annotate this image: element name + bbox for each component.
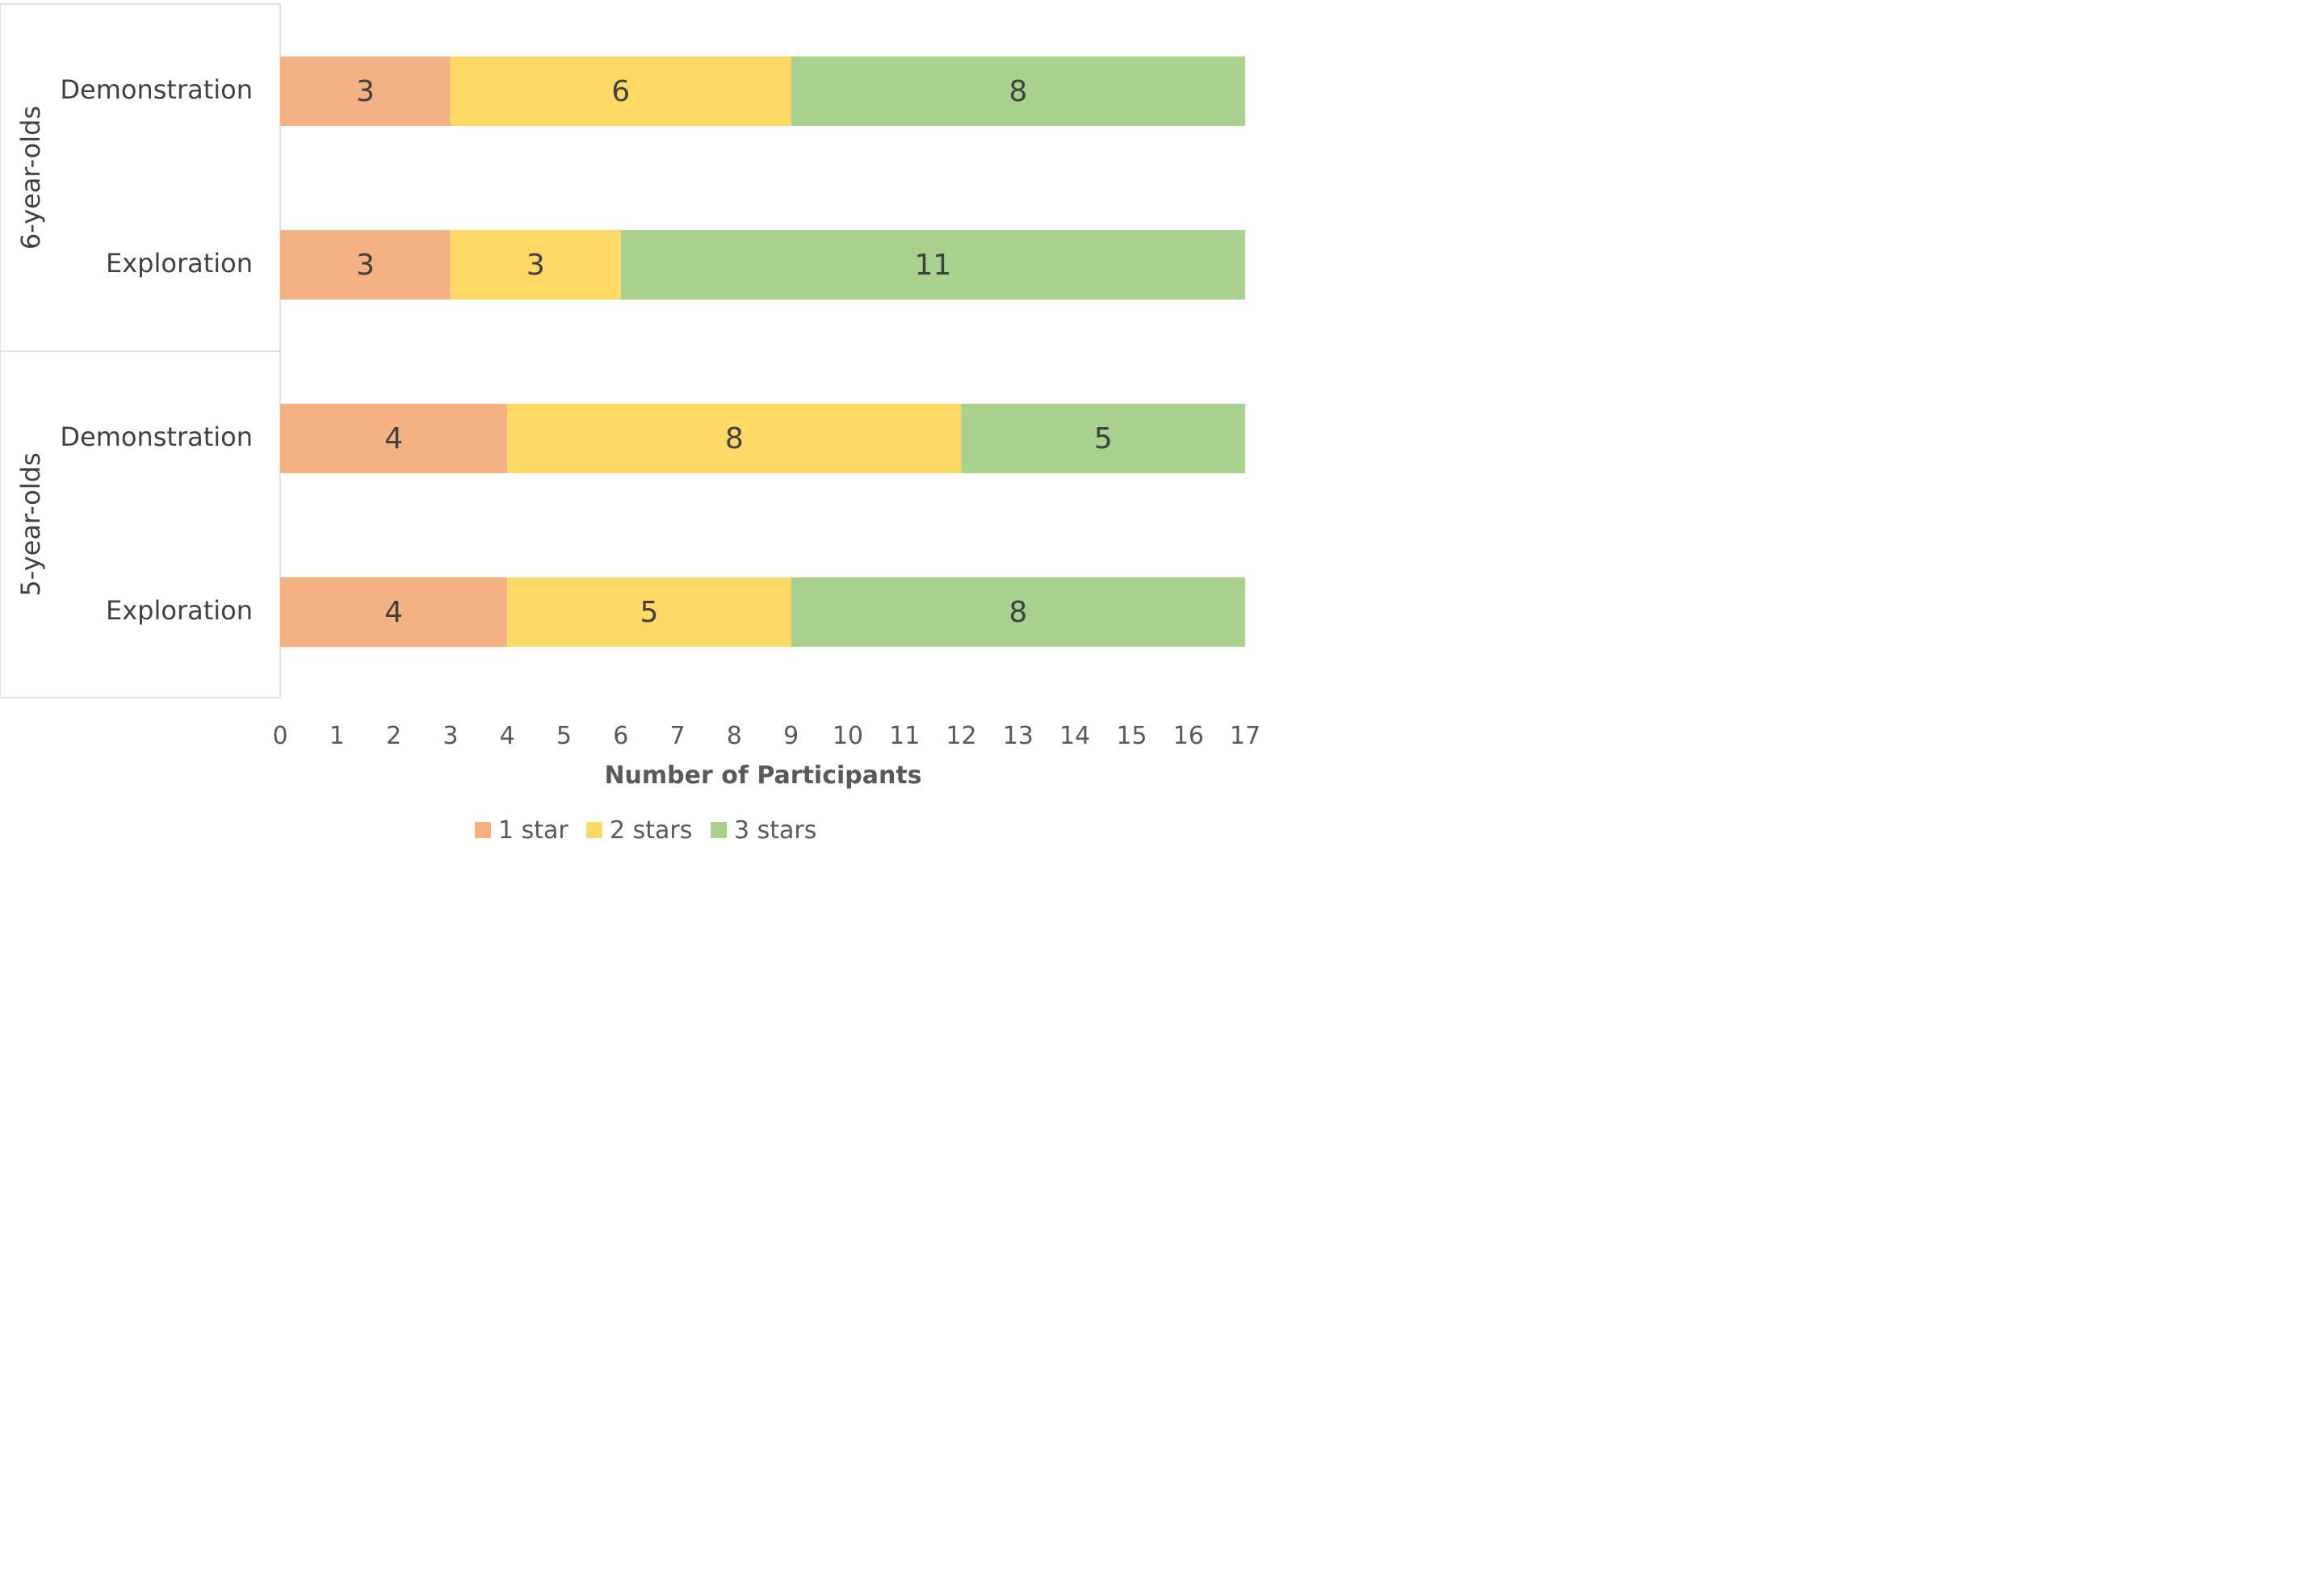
bar-segment bbox=[507, 577, 791, 647]
legend-swatch bbox=[711, 822, 727, 838]
x-tick-label: 10 bbox=[833, 722, 863, 750]
data-label: 5 bbox=[1094, 422, 1113, 455]
bar-segment bbox=[961, 404, 1245, 473]
legend-label: 3 stars bbox=[734, 816, 816, 845]
x-tick-label: 8 bbox=[727, 722, 742, 750]
bar-segment bbox=[280, 404, 508, 473]
group-labels: 6-year-olds 5-year-olds bbox=[15, 106, 46, 597]
data-label: 4 bbox=[384, 422, 403, 455]
data-label: 3 bbox=[356, 75, 375, 108]
legend-swatch bbox=[586, 822, 602, 838]
category-label: Demonstration bbox=[60, 74, 253, 105]
group-boxes bbox=[0, 3, 281, 698]
data-label: 8 bbox=[1009, 596, 1027, 629]
legend: 1 star 2 stars 3 stars bbox=[475, 816, 816, 845]
x-tick-label: 4 bbox=[500, 722, 515, 750]
bar-segment bbox=[280, 57, 451, 126]
bar-segment bbox=[450, 57, 791, 126]
data-label: 11 bbox=[914, 249, 951, 282]
x-tick-label: 0 bbox=[272, 722, 287, 750]
data-label: 3 bbox=[356, 249, 375, 282]
x-axis-title: Number of Participants bbox=[604, 761, 921, 790]
data-labels: 3 6 8 3 3 11 4 8 5 4 5 8 bbox=[356, 75, 1113, 629]
data-label: 3 bbox=[526, 249, 545, 282]
category-labels: Demonstration Exploration Demonstration Exp… bbox=[60, 74, 253, 626]
category-label: Demonstration bbox=[60, 422, 253, 452]
data-label: 8 bbox=[725, 422, 744, 455]
data-label: 4 bbox=[384, 596, 403, 629]
data-label: 6 bbox=[611, 75, 630, 108]
x-tick-label: 7 bbox=[670, 722, 686, 750]
x-tick-label: 3 bbox=[443, 722, 458, 750]
x-axis-ticks: 0 1 2 3 4 5 6 7 8 9 10 11 12 13 14 15 16 17 bbox=[272, 722, 1261, 750]
category-label: Exploration bbox=[106, 248, 253, 279]
bar-segment bbox=[280, 577, 508, 647]
group-label: 5-year-olds bbox=[15, 452, 46, 596]
bar-segment bbox=[507, 404, 962, 473]
x-tick-label: 9 bbox=[783, 722, 799, 750]
data-label: 5 bbox=[640, 596, 658, 629]
legend-label: 2 stars bbox=[610, 816, 692, 845]
bar-segment bbox=[280, 230, 451, 300]
x-tick-label: 1 bbox=[329, 722, 345, 750]
stacked-bar-chart: 6-year-olds 5-year-olds Demonstration Expl… bbox=[0, 3, 1261, 845]
bars bbox=[280, 57, 1245, 647]
x-tick-label: 13 bbox=[1003, 722, 1034, 750]
bar-segment bbox=[791, 577, 1245, 647]
x-tick-label: 17 bbox=[1230, 722, 1261, 750]
bar-segment bbox=[450, 230, 621, 300]
legend-label: 1 star bbox=[498, 816, 568, 845]
group-label: 6-year-olds bbox=[15, 106, 46, 250]
x-tick-label: 5 bbox=[556, 722, 572, 750]
x-tick-label: 12 bbox=[946, 722, 976, 750]
x-tick-label: 16 bbox=[1173, 722, 1204, 750]
x-tick-label: 2 bbox=[386, 722, 401, 750]
x-tick-label: 14 bbox=[1059, 722, 1090, 750]
x-tick-label: 15 bbox=[1116, 722, 1147, 750]
bar-segment bbox=[791, 57, 1245, 126]
data-label: 8 bbox=[1009, 75, 1027, 108]
x-tick-label: 6 bbox=[613, 722, 628, 750]
category-label: Exploration bbox=[106, 595, 253, 626]
bar-segment bbox=[620, 230, 1245, 300]
x-tick-label: 11 bbox=[889, 722, 920, 750]
legend-swatch bbox=[475, 822, 491, 838]
